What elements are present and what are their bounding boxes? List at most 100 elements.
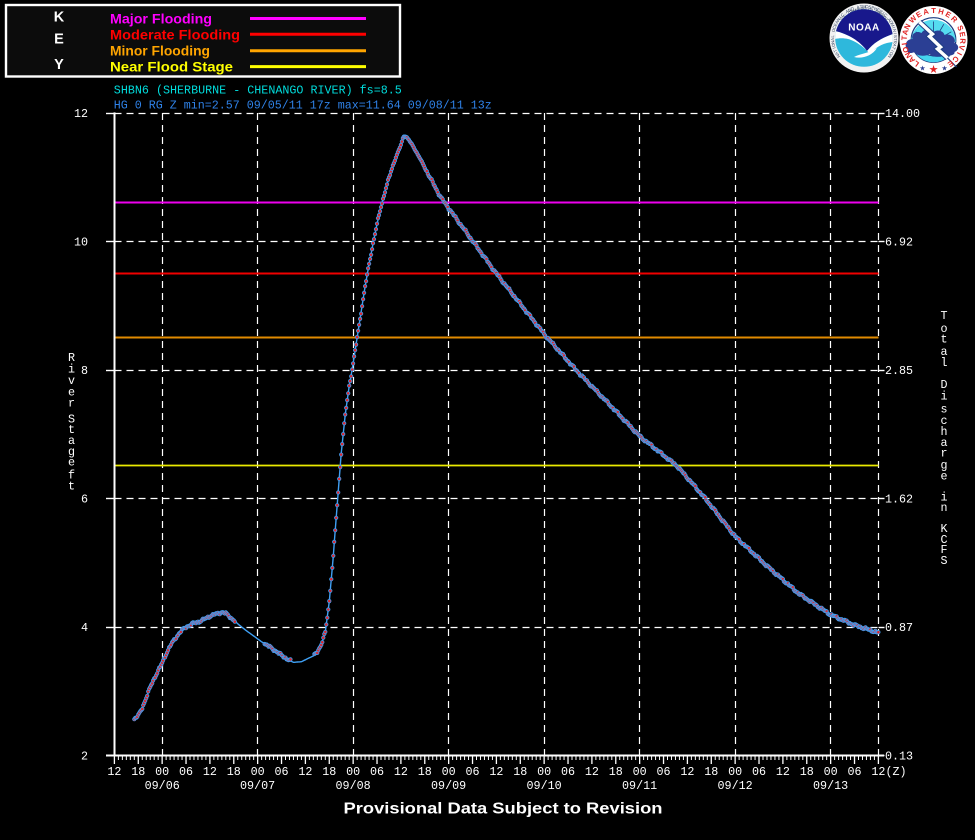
svg-text:HG 0 RG Z min=2.57 09/05/11 17: HG 0 RG Z min=2.57 09/05/11 17z max=11.6…: [114, 98, 492, 112]
svg-text:12: 12: [489, 765, 503, 779]
svg-text:K: K: [54, 10, 65, 26]
svg-text:T: T: [859, 4, 862, 9]
svg-text:12: 12: [585, 765, 599, 779]
svg-text:12: 12: [776, 765, 790, 779]
svg-text:e: e: [940, 469, 947, 483]
svg-text:t: t: [68, 480, 75, 494]
svg-text:S: S: [955, 24, 965, 32]
svg-text:v: v: [68, 374, 75, 388]
svg-text:R: R: [893, 40, 898, 44]
svg-text:i: i: [940, 490, 947, 504]
svg-text:I: I: [838, 15, 843, 19]
svg-text:18: 18: [418, 765, 432, 779]
svg-text:s: s: [940, 402, 947, 416]
svg-text:E: E: [860, 6, 863, 11]
svg-text:O: O: [830, 42, 836, 47]
svg-text:R: R: [68, 351, 75, 365]
svg-text:a: a: [68, 434, 75, 448]
svg-text:00: 00: [251, 765, 265, 779]
svg-text:O: O: [831, 28, 837, 33]
svg-text:g: g: [68, 445, 75, 459]
svg-text:T: T: [900, 35, 909, 41]
svg-text:N: N: [830, 40, 835, 44]
svg-text:a: a: [940, 436, 947, 450]
svg-text:10: 10: [74, 236, 88, 250]
svg-text:★: ★: [941, 65, 947, 73]
svg-text:18: 18: [800, 765, 814, 779]
svg-text:I: I: [891, 26, 896, 29]
svg-text:E: E: [883, 16, 889, 22]
svg-text:C: C: [940, 533, 947, 547]
svg-text:D: D: [940, 378, 947, 392]
svg-text:★: ★: [929, 64, 939, 76]
svg-text:R: R: [878, 9, 883, 15]
svg-text:E: E: [944, 9, 953, 19]
svg-text:09/07: 09/07: [240, 779, 275, 793]
svg-text:18: 18: [513, 765, 527, 779]
svg-text:(Z): (Z): [886, 765, 907, 779]
svg-text:N: N: [847, 7, 852, 13]
svg-text:r: r: [940, 447, 947, 461]
svg-text:18: 18: [322, 765, 336, 779]
svg-text:D: D: [847, 10, 852, 16]
svg-text:09/13: 09/13: [813, 779, 848, 793]
svg-text:E: E: [849, 9, 854, 15]
svg-text:U: U: [839, 16, 845, 22]
svg-text:18: 18: [704, 765, 718, 779]
svg-text:NOAA: NOAA: [848, 23, 879, 34]
svg-text:A: A: [834, 20, 840, 25]
svg-text:12: 12: [107, 765, 121, 779]
svg-text:e: e: [68, 456, 75, 470]
svg-text:Provisional Data Subject to Re: Provisional Data Subject to Revision: [344, 801, 663, 818]
svg-text:E: E: [914, 9, 923, 19]
svg-text:n: n: [940, 501, 947, 515]
svg-text:I: I: [900, 42, 909, 45]
svg-text:00: 00: [824, 765, 838, 779]
svg-text:I: I: [881, 11, 885, 16]
svg-text:06: 06: [179, 765, 193, 779]
svg-text:i: i: [940, 390, 947, 404]
svg-text:18: 18: [131, 765, 145, 779]
svg-text:E: E: [54, 32, 64, 48]
svg-text:N: N: [835, 53, 841, 58]
svg-text:t: t: [940, 333, 947, 347]
svg-text:M: M: [877, 11, 883, 17]
svg-text:T: T: [931, 6, 936, 15]
svg-text:12: 12: [203, 765, 217, 779]
svg-text:M: M: [862, 4, 866, 9]
svg-text:O: O: [874, 9, 880, 15]
svg-text:06: 06: [465, 765, 479, 779]
svg-text:A: A: [852, 8, 856, 14]
svg-text:12: 12: [298, 765, 312, 779]
svg-text:SHBN6 (SHERBURNE - CHENANGO RI: SHBN6 (SHERBURNE - CHENANGO RIVER) fs=8.…: [114, 84, 402, 98]
svg-text:F: F: [869, 7, 873, 13]
svg-text:8: 8: [81, 364, 88, 378]
svg-text:E: E: [833, 22, 839, 27]
svg-text:H: H: [873, 6, 878, 12]
svg-text:12: 12: [680, 765, 694, 779]
svg-text:C: C: [950, 54, 961, 64]
svg-text:C: C: [883, 12, 889, 18]
svg-text:l: l: [940, 356, 947, 370]
svg-text:r: r: [68, 397, 75, 411]
svg-text:★: ★: [919, 65, 925, 73]
svg-text:P: P: [871, 5, 875, 11]
svg-text:T: T: [832, 48, 838, 53]
svg-text:L: L: [911, 58, 920, 68]
svg-text:00: 00: [346, 765, 360, 779]
svg-text:06: 06: [370, 765, 384, 779]
svg-text:0.13: 0.13: [885, 750, 913, 764]
svg-text:f: f: [68, 469, 75, 483]
svg-text:.: .: [844, 13, 848, 18]
svg-text:18: 18: [227, 765, 241, 779]
svg-text:A: A: [900, 28, 910, 36]
svg-text:R: R: [958, 38, 967, 44]
svg-text:Major Flooding: Major Flooding: [110, 10, 212, 26]
svg-text:M: M: [875, 10, 881, 16]
svg-text:T: T: [856, 7, 860, 12]
svg-text:09/08: 09/08: [336, 779, 371, 793]
svg-text:h: h: [940, 425, 947, 439]
svg-text:12: 12: [394, 765, 408, 779]
svg-text:o: o: [940, 322, 947, 336]
svg-text:N: N: [862, 7, 865, 12]
